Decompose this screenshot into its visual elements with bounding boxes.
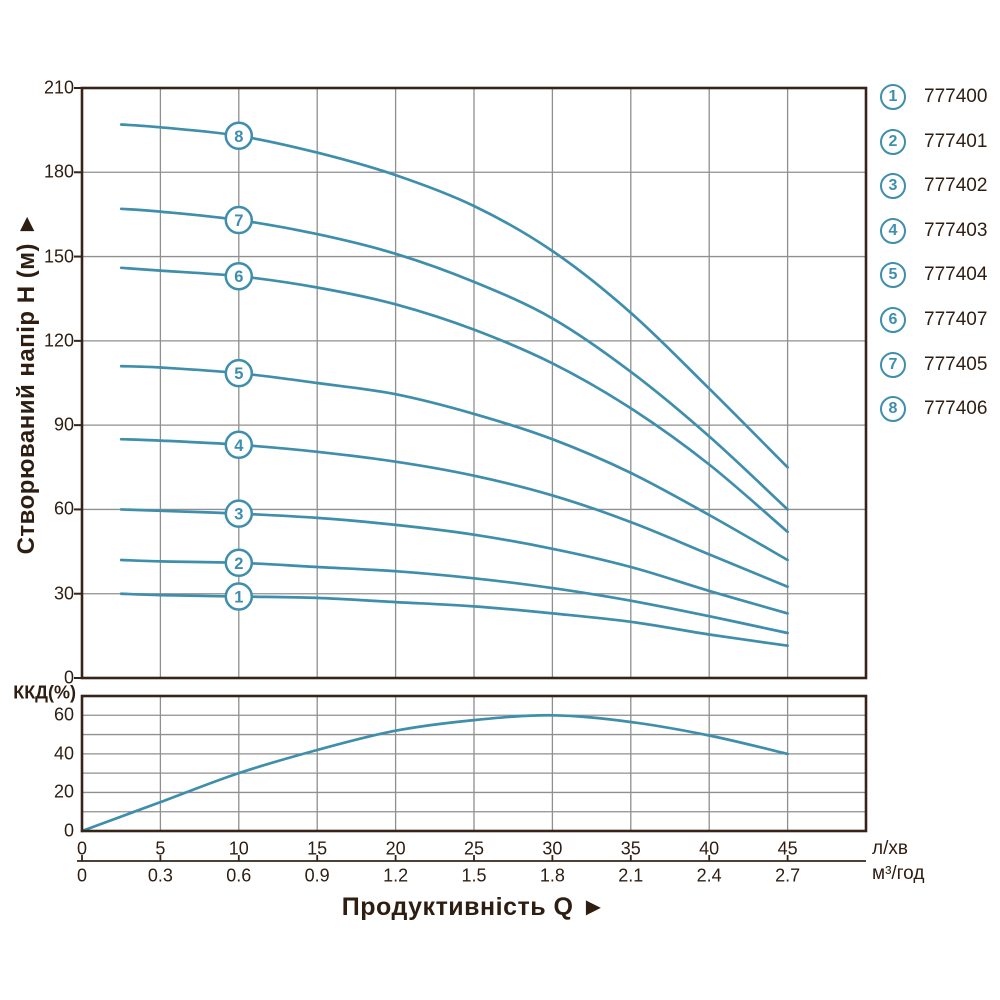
legend-item-777401: 2 777401 [880,128,987,156]
x-tick-label-m3h: 1.5 [461,865,487,886]
legend-circle-6: 6 [880,307,906,333]
main-plot-border [80,86,868,680]
legend-model-label: 777400 [924,86,988,107]
curve-label-circle-7 [224,205,254,235]
legend-model-label: 777405 [924,353,988,375]
curve-label-number-3: 3 [234,506,243,524]
pump-curve-2 [119,558,789,635]
curve-label-number-7: 7 [234,212,243,230]
legend-item-777403: 4 777403 [880,217,987,245]
curve-label-circle-4 [224,430,254,460]
pump-curve-7 [119,207,789,511]
y-axis-title: Створюваний напір H (м) ► [13,211,40,555]
legend-item-777402: 3 777402 [880,172,987,200]
efficiency-y-tick-label: 40 [53,743,74,764]
legend-circle-8: 8 [880,396,906,423]
x-tick-label-m3h: 2.7 [775,865,801,886]
curve-label-circle-2 [224,548,254,578]
legend-circle-1: 1 [880,84,906,110]
x-axis-title: Продуктивність Q ► [341,893,607,921]
legend-model-label: 777407 [924,309,988,330]
legend-model-label: 777402 [924,175,988,197]
head-y-tick-label: 30 [53,583,74,604]
x-tick-label-lmin: 40 [699,838,720,859]
head-y-tick-label: 210 [43,77,74,98]
efficiency-plot-border [80,694,868,833]
legend-circle-2: 2 [880,128,906,155]
head-y-tick-label: 60 [53,498,74,519]
x-tick-label-lmin: 25 [463,838,485,859]
pump-curve-5 [119,364,789,562]
curve-label-number-4: 4 [234,437,244,455]
pump-curve-4 [119,437,789,589]
x-tick-label-m3h: 0.6 [226,865,252,886]
curve-label-number-8: 8 [234,128,243,146]
curve-label-circle-1 [224,582,254,611]
x-tick-label-m3h: 0 [76,865,88,886]
curve-label-number-5: 5 [234,365,243,383]
x-tick-label-lmin: 5 [155,838,166,859]
x-tick-label-lmin: 10 [228,838,249,859]
x-tick-label-lmin: 15 [307,838,328,859]
head-y-tick-label: 0 [63,667,74,688]
pump-curve-8 [119,123,789,469]
x-tick-label-m3h: 0.9 [304,865,330,886]
legend-item-777406: 8 777406 [880,395,987,423]
legend-item-777405: 7 777405 [880,351,987,379]
pump-curve-6 [119,266,789,534]
head-y-tick-label: 90 [53,414,74,435]
efficiency-y-tick-label: 0 [63,820,74,841]
efficiency-y-tick-label: 60 [53,704,74,725]
x-tick-label-lmin: 35 [620,838,641,859]
x-tick-label-m3h: 1.8 [539,865,565,886]
legend-item-777407: 6 777407 [880,306,987,334]
x-tick-label-lmin: 45 [777,838,798,859]
curve-label-circle-8 [224,121,254,151]
head-y-tick-label: 180 [43,161,74,182]
legend-circle-5: 5 [880,262,906,289]
curve-label-number-6: 6 [234,268,243,286]
curve-label-circle-5 [224,358,254,388]
legend-item-777400: 1 777400 [880,83,987,111]
legend-circle-4: 4 [880,217,906,244]
unit-label-m3h: м³/год [872,863,925,884]
x-tick-label-lmin: 0 [76,838,88,859]
head-y-tick-label: 150 [43,246,74,267]
pump-curve-3 [119,508,789,615]
curve-label-circle-6 [224,261,254,291]
x-tick-label-m3h: 0.3 [147,865,173,886]
head-y-tick-label: 120 [43,330,74,351]
curve-label-number-2: 2 [234,555,243,573]
unit-label-lmin: л/хв [872,838,908,859]
efficiency-y-tick-label: 20 [53,781,74,802]
x-tick-label-lmin: 30 [542,838,563,859]
legend-model-label: 777403 [924,219,988,241]
legend-circle-3: 3 [880,173,906,200]
efficiency-axis-label: ККД(%) [13,682,76,703]
x-tick-label-m3h: 1.2 [383,865,409,886]
legend-item-777404: 5 777404 [880,261,987,289]
legend-model-label: 777401 [924,130,988,152]
legend: 1 777400 2 777401 3 777402 4 777403 5 777404 6 7774… [880,0,1000,440]
x-tick-label-m3h: 2.1 [618,865,644,886]
legend-model-label: 777406 [924,398,988,420]
pump-curve-1 [119,592,789,648]
curve-label-circle-3 [224,499,254,528]
legend-circle-7: 7 [880,351,906,378]
x-tick-label-m3h: 2.4 [696,865,722,886]
x-tick-label-lmin: 20 [385,838,406,859]
curve-label-number-1: 1 [234,589,243,607]
efficiency-curve [80,713,789,833]
legend-model-label: 777404 [924,264,988,286]
